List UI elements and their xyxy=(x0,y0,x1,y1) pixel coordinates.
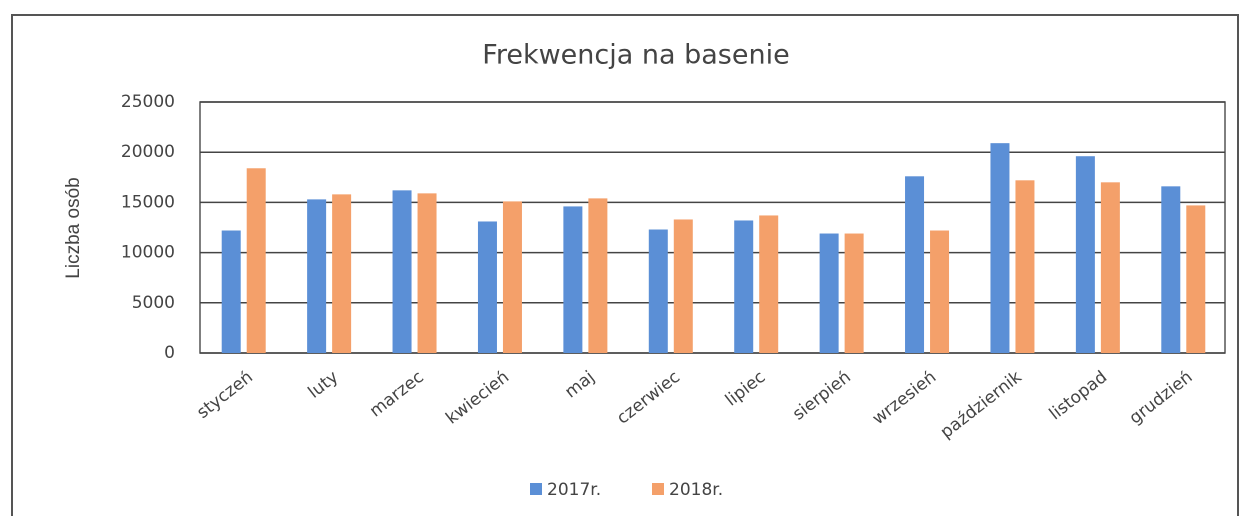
y-tick-label: 10000 xyxy=(121,243,175,263)
legend-swatch xyxy=(530,483,542,495)
bar xyxy=(477,221,497,353)
bar xyxy=(221,230,241,353)
chart-title: Frekwencja na basenie xyxy=(482,40,789,71)
y-tick-label: 0 xyxy=(164,343,175,363)
bar xyxy=(417,193,437,353)
bar xyxy=(1015,180,1035,353)
bar xyxy=(502,201,522,353)
bar xyxy=(392,190,412,353)
y-tick-label: 15000 xyxy=(121,192,175,212)
bar xyxy=(990,143,1010,353)
bar xyxy=(819,233,839,353)
bar xyxy=(759,215,779,353)
y-tick-label: 25000 xyxy=(121,92,175,112)
y-axis-label: Liczba osób xyxy=(63,177,84,278)
legend-label: 2018r. xyxy=(669,480,723,500)
bar xyxy=(673,219,693,353)
y-tick-label: 5000 xyxy=(132,293,175,313)
bar xyxy=(246,168,266,353)
bar xyxy=(930,230,950,353)
bar xyxy=(734,220,754,353)
legend-label: 2017r. xyxy=(547,480,601,500)
bar xyxy=(1161,186,1181,353)
bar xyxy=(332,194,352,353)
bar xyxy=(563,206,583,353)
legend-swatch xyxy=(652,483,664,495)
bar xyxy=(307,199,327,353)
bar xyxy=(588,198,608,353)
bar xyxy=(1075,156,1095,353)
y-tick-label: 20000 xyxy=(121,142,175,162)
bar xyxy=(1186,205,1206,353)
bar xyxy=(844,233,864,353)
bar xyxy=(905,176,925,353)
bar xyxy=(1100,182,1120,353)
bar xyxy=(648,229,668,353)
chart-frame xyxy=(11,14,1239,516)
